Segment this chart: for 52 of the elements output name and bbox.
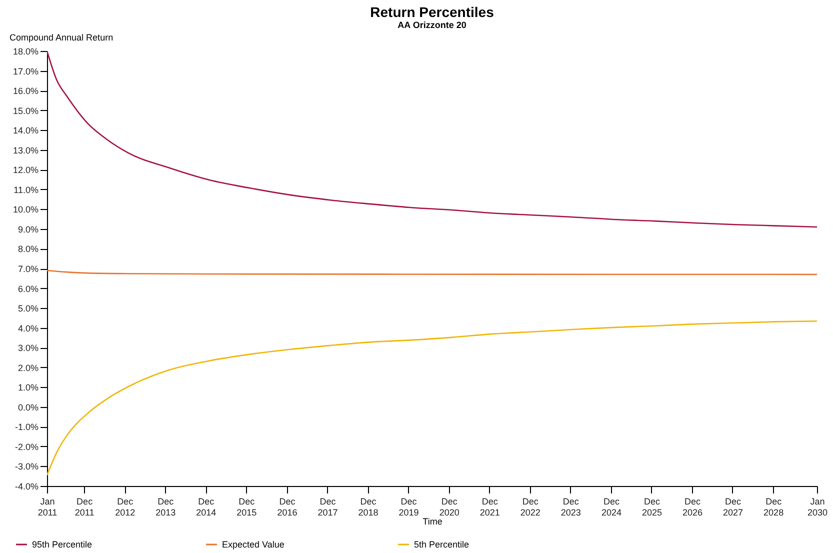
y-tick-label: 10.0% (12, 204, 38, 215)
y-tick-label: -1.0% (14, 422, 38, 432)
x-tick-label: Dec 2013 (156, 496, 176, 518)
y-tick-label: 2.0% (18, 362, 38, 373)
y-tick-label: -4.0% (14, 482, 38, 492)
y-tick-label: 0.0% (18, 402, 38, 412)
x-tick-label: Dec 2020 (439, 496, 460, 518)
y-tick-label: -3.0% (14, 462, 38, 472)
x-tick-label: Dec 2017 (318, 496, 338, 518)
x-tick-label: Jan 2030 (807, 496, 828, 518)
x-tick-label: Dec 2022 (520, 496, 540, 518)
y-tick-label: 15.0% (12, 106, 38, 116)
x-tick-label: Dec 2025 (642, 496, 662, 518)
x-tick-label: Dec 2027 (722, 496, 743, 518)
y-tick-label: -2.0% (14, 442, 38, 452)
x-tick-label: Dec 2026 (682, 496, 702, 518)
x-tick-label: Dec 2024 (601, 496, 622, 518)
x-tick-label: Dec 2019 (398, 496, 419, 518)
y-axis-title: Compound Annual Return (10, 32, 114, 42)
y-tick-label: 13.0% (12, 145, 38, 156)
x-tick-label: Dec 2012 (115, 496, 136, 518)
x-tick-label: Dec 2023 (560, 496, 581, 518)
y-tick-label: 11.0% (14, 184, 38, 195)
line-series (47, 320, 817, 476)
y-tick-label: 18.0% (12, 46, 38, 56)
line-series (47, 51, 817, 228)
legend-label: 95th Percentile (32, 540, 92, 550)
y-tick-label: 16.0% (12, 86, 38, 96)
x-tick-label: Dec 2014 (196, 496, 216, 518)
y-tick-label: 7.0% (18, 264, 38, 274)
chart-subtitle: AA Orizzonte 20 (398, 20, 466, 30)
x-tick-label: Dec 2016 (277, 496, 298, 518)
legend-label: 5th Percentile (414, 540, 470, 550)
x-tick-label: Dec 2015 (236, 496, 257, 518)
y-tick-label: 8.0% (18, 244, 38, 254)
legend-label: Expected Value (222, 540, 284, 550)
y-tick-label: 12.0% (12, 165, 38, 176)
y-tick-label: 9.0% (18, 224, 38, 234)
y-tick-label: 5.0% (18, 304, 38, 314)
y-tick-label: 17.0% (12, 66, 38, 76)
x-tick-label: Dec 2018 (358, 496, 378, 518)
x-axis-title: Time (422, 516, 442, 526)
y-tick-label: 14.0% (12, 126, 38, 136)
x-tick-label: Dec 2028 (764, 496, 784, 518)
x-tick-label: Jan 2011 (38, 496, 58, 518)
y-tick-label: 4.0% (18, 323, 38, 334)
y-tick-label: 3.0% (18, 343, 38, 354)
x-tick-label: Dec 2021 (480, 496, 500, 518)
chart-title: Return Percentiles (370, 4, 494, 20)
x-tick-label: Dec 2011 (74, 496, 94, 518)
y-tick-label: 6.0% (18, 284, 38, 294)
y-tick-label: 1.0% (18, 382, 38, 393)
